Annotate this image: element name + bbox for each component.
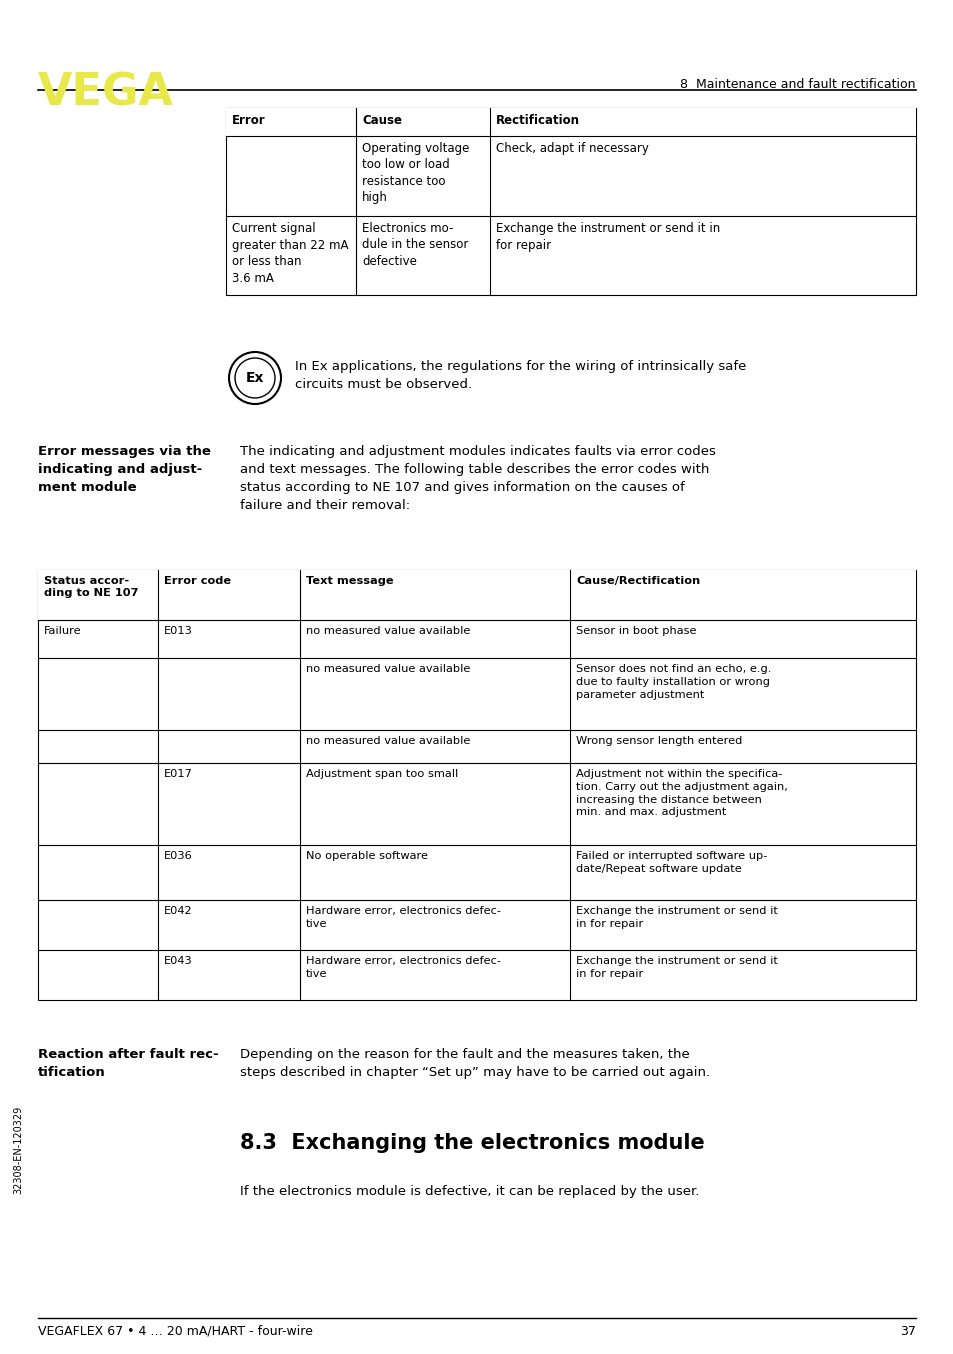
Text: Failed or interrupted software up-
date/Repeat software update: Failed or interrupted software up- date/… (576, 852, 766, 873)
Text: The indicating and adjustment modules indicates faults via error codes
and text : The indicating and adjustment modules in… (240, 445, 715, 512)
Bar (226, 108, 915, 135)
Text: Electronics mo-
dule in the sensor
defective: Electronics mo- dule in the sensor defec… (361, 222, 468, 268)
Text: 37: 37 (900, 1326, 915, 1338)
Text: In Ex applications, the regulations for the wiring of intrinsically safe
circuit: In Ex applications, the regulations for … (294, 360, 745, 391)
Text: Adjustment not within the specifica-
tion. Carry out the adjustment again,
incre: Adjustment not within the specifica- tio… (576, 769, 787, 818)
Bar (38, 570, 915, 1001)
Text: no measured value available: no measured value available (306, 663, 470, 674)
Text: Wrong sensor length entered: Wrong sensor length entered (576, 737, 741, 746)
Text: If the electronics module is defective, it can be replaced by the user.: If the electronics module is defective, … (240, 1185, 699, 1198)
Text: Cause: Cause (361, 114, 401, 127)
Text: Sensor in boot phase: Sensor in boot phase (576, 626, 696, 636)
Text: VEGAFLEX 67 • 4 … 20 mA/HART - four-wire: VEGAFLEX 67 • 4 … 20 mA/HART - four-wire (38, 1326, 313, 1338)
Text: Exchange the instrument or send it
in for repair: Exchange the instrument or send it in fo… (576, 956, 777, 979)
Text: 8.3  Exchanging the electronics module: 8.3 Exchanging the electronics module (240, 1133, 704, 1154)
Text: Adjustment span too small: Adjustment span too small (306, 769, 457, 779)
Text: VEGA: VEGA (38, 72, 173, 115)
Text: Exchange the instrument or send it
in for repair: Exchange the instrument or send it in fo… (576, 906, 777, 929)
Text: Exchange the instrument or send it in
for repair: Exchange the instrument or send it in fo… (496, 222, 720, 252)
Text: no measured value available: no measured value available (306, 737, 470, 746)
Text: E042: E042 (164, 906, 193, 917)
Text: Error messages via the
indicating and adjust-
ment module: Error messages via the indicating and ad… (38, 445, 211, 494)
Text: E017: E017 (164, 769, 193, 779)
Text: Rectification: Rectification (496, 114, 579, 127)
Text: Error code: Error code (164, 575, 231, 586)
Text: Failure: Failure (44, 626, 82, 636)
Text: Hardware error, electronics defec-
tive: Hardware error, electronics defec- tive (306, 956, 500, 979)
Text: Check, adapt if necessary: Check, adapt if necessary (496, 142, 648, 154)
Text: Status accor-
ding to NE 107: Status accor- ding to NE 107 (44, 575, 138, 598)
Text: Error: Error (232, 114, 265, 127)
Text: Text message: Text message (306, 575, 394, 586)
Text: Operating voltage
too low or load
resistance too
high: Operating voltage too low or load resist… (361, 142, 469, 204)
Text: E043: E043 (164, 956, 193, 965)
Text: E036: E036 (164, 852, 193, 861)
Text: Hardware error, electronics defec-
tive: Hardware error, electronics defec- tive (306, 906, 500, 929)
Text: Current signal
greater than 22 mA
or less than
3.6 mA: Current signal greater than 22 mA or les… (232, 222, 348, 284)
Text: Reaction after fault rec-
tification: Reaction after fault rec- tification (38, 1048, 218, 1079)
Text: No operable software: No operable software (306, 852, 428, 861)
Text: Depending on the reason for the fault and the measures taken, the
steps describe: Depending on the reason for the fault an… (240, 1048, 709, 1079)
Text: E013: E013 (164, 626, 193, 636)
Text: Cause/Rectification: Cause/Rectification (576, 575, 700, 586)
Text: Sensor does not find an echo, e.g.
due to faulty installation or wrong
parameter: Sensor does not find an echo, e.g. due t… (576, 663, 771, 700)
Text: 32308-EN-120329: 32308-EN-120329 (13, 1106, 23, 1194)
Bar (226, 108, 915, 295)
Text: Ex: Ex (246, 371, 264, 385)
Bar (38, 570, 915, 620)
Text: no measured value available: no measured value available (306, 626, 470, 636)
Text: 8  Maintenance and fault rectification: 8 Maintenance and fault rectification (679, 79, 915, 91)
